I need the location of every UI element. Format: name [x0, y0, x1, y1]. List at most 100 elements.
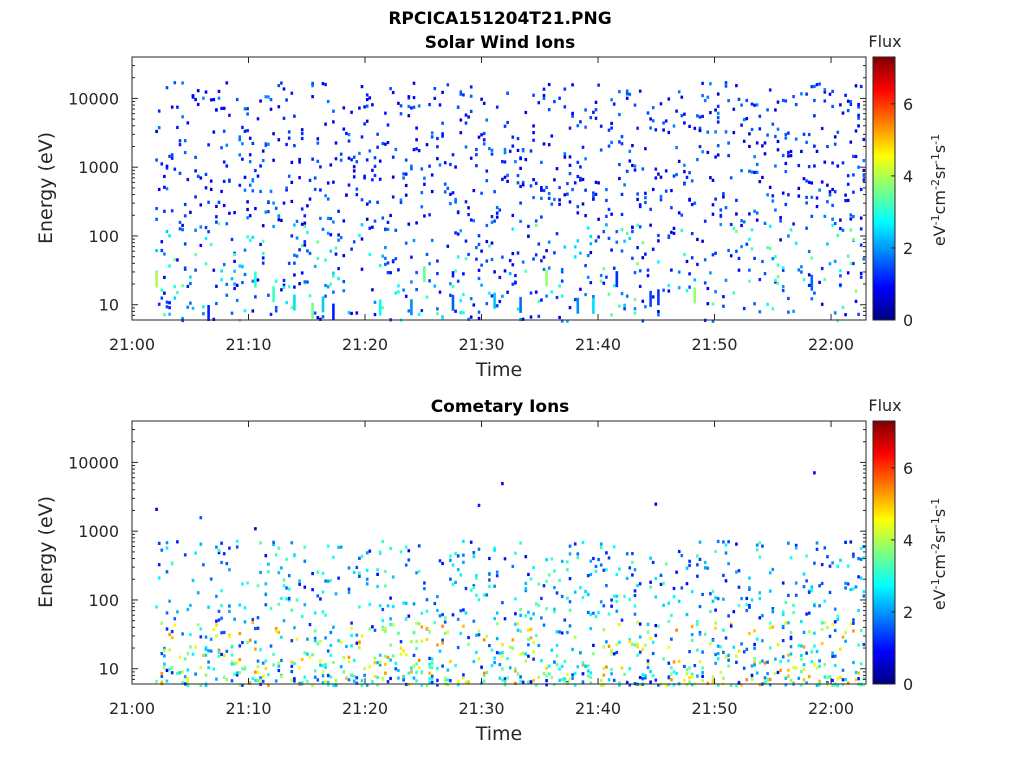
spectrogram-cell — [511, 227, 515, 231]
spectrogram-cell — [467, 680, 470, 684]
spectrogram-cell — [750, 664, 754, 668]
spectrogram-cell — [490, 664, 494, 668]
spectrogram-cell — [459, 131, 463, 135]
spectrogram-cell — [311, 571, 314, 576]
spectrogram-cell — [456, 279, 460, 283]
spectrogram-cell — [612, 102, 616, 106]
spectrogram-cell — [844, 581, 847, 585]
spectrogram-cell — [727, 562, 730, 566]
spectrogram-cell — [846, 271, 850, 275]
spectrogram-cell — [683, 163, 686, 167]
spectrogram-cell — [194, 228, 197, 232]
spectrogram-cell — [602, 267, 606, 271]
spectrogram-cell — [415, 621, 418, 625]
spectrogram-cell — [332, 290, 335, 294]
spectrogram-cell — [248, 238, 252, 243]
spectrogram-cell — [204, 635, 208, 639]
spectrogram-cell — [347, 655, 351, 659]
spectrogram-cell — [373, 300, 377, 304]
spectrogram-cell — [553, 197, 556, 202]
spectrogram-cell — [846, 582, 850, 586]
spectrogram-cell — [719, 214, 723, 218]
spectrogram-cell — [735, 654, 738, 658]
spectrogram-cell — [282, 578, 286, 582]
spectrogram-cell — [748, 144, 751, 149]
spectrogram-cell — [225, 562, 229, 566]
spectrogram-cell — [649, 126, 652, 130]
spectrogram-cell — [841, 305, 845, 310]
spectrogram-cell — [280, 674, 283, 679]
spectrogram-cell — [667, 283, 671, 288]
spectrogram-cell — [420, 191, 424, 195]
spectrogram-cell — [300, 681, 304, 685]
spectrogram-cell — [394, 661, 398, 665]
spectrogram-cell — [332, 109, 335, 113]
spectrogram-cell — [456, 617, 460, 621]
spectrogram-cell — [633, 168, 637, 172]
spectrogram-cell — [350, 626, 353, 630]
y-tick-label: 100 — [88, 227, 119, 246]
spectrogram-cell — [701, 670, 704, 675]
spectrogram-cell — [529, 680, 533, 684]
spectrogram-cell — [368, 627, 372, 631]
spectrogram-cell — [228, 568, 231, 572]
spectrogram-cell — [862, 257, 866, 261]
spectrogram-cell — [542, 584, 546, 588]
spectrogram-cell — [389, 617, 392, 621]
spectrogram-cell — [688, 676, 691, 680]
spectrogram-cell — [844, 586, 847, 590]
spectrogram-cell — [547, 82, 551, 87]
spectrogram-cell — [347, 660, 351, 664]
spectrogram-cell — [428, 279, 431, 283]
spectrogram-cell — [503, 617, 507, 621]
spectrogram-cell — [264, 582, 268, 586]
spectrogram-cell — [766, 678, 769, 683]
spectrogram-cell — [261, 239, 265, 243]
spectrogram-cell — [683, 678, 686, 683]
spectrogram-cell — [841, 228, 845, 232]
spectrogram-cell — [196, 174, 200, 178]
spectrogram-cell — [168, 154, 171, 158]
spectrogram-cell — [183, 657, 187, 661]
spectrogram-cell — [326, 181, 330, 185]
spectrogram-cell — [677, 549, 681, 554]
spectrogram-cell — [722, 597, 725, 601]
spectrogram-cell — [381, 306, 385, 310]
spectrogram-cell — [852, 190, 855, 194]
spectrogram-cell — [436, 666, 439, 670]
spectrogram-cell — [857, 165, 860, 169]
spectrogram-cell — [550, 557, 554, 561]
spectrogram-cell — [532, 138, 535, 142]
spectrogram-cell — [516, 181, 520, 185]
spectrogram-cell — [542, 142, 546, 146]
spectrogram-cell — [493, 656, 496, 660]
spectrogram-cell — [698, 660, 702, 664]
spectrogram-cell — [165, 541, 169, 545]
spectrogram-cell — [189, 275, 192, 279]
spectrogram-cell — [386, 604, 390, 608]
spectrogram-cell — [610, 126, 613, 130]
spectrogram-cell — [186, 177, 190, 182]
spectrogram-cell — [576, 239, 580, 243]
spectrogram-cell — [532, 566, 535, 570]
spectrogram-cell — [833, 663, 837, 668]
spectrogram-cell — [238, 658, 242, 662]
spectrogram-cell — [670, 268, 673, 272]
spectrogram-cell — [716, 597, 720, 601]
spectrogram-cell — [321, 674, 325, 678]
spectrogram-cell — [404, 172, 408, 176]
spectrogram-cell — [836, 164, 840, 168]
spectrogram-cell — [415, 221, 418, 225]
spectrogram-cell — [303, 585, 307, 589]
spectrogram-cell — [451, 274, 455, 278]
spectrogram-cell — [373, 628, 377, 632]
spectrogram-cell — [402, 172, 405, 176]
spectrogram-cell — [378, 159, 382, 163]
spectrogram-cell — [724, 551, 728, 555]
spectrogram-cell — [360, 634, 364, 638]
spectrogram-cell — [321, 670, 325, 674]
spectrogram-cell — [303, 280, 307, 284]
spectrogram-cell — [220, 560, 223, 565]
spectrogram-cell — [696, 158, 699, 162]
spectrogram-cell — [215, 284, 218, 288]
